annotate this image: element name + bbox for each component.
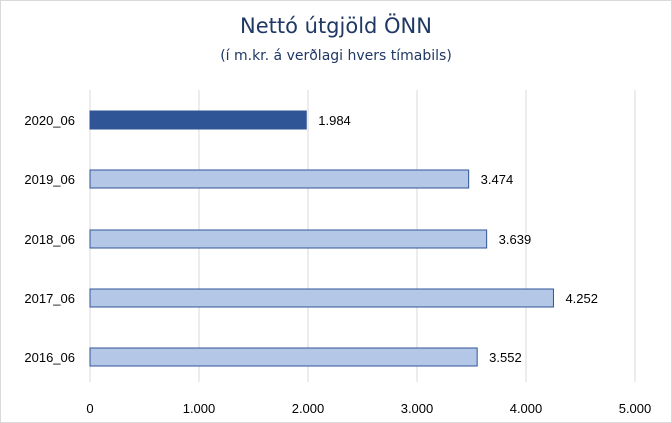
x-tick-label: 3.000 [401,401,434,416]
category-label: 2017_06 [24,291,75,306]
data-label: 3.639 [499,232,532,247]
category-label: 2019_06 [24,172,75,187]
x-axis-tick-labels: 0 1.000 2.000 3.000 4.000 5.000 [86,401,651,416]
bar-2016_06 [89,347,478,367]
data-label: 4.252 [565,291,598,306]
data-label: 3.552 [489,350,522,365]
x-tick-label: 5.000 [619,401,652,416]
data-label: 3.474 [481,172,514,187]
bar-2017_06 [89,288,554,308]
bar-2019_06 [89,169,470,189]
bar-2018_06 [89,229,488,249]
value-labels: 1.984 3.474 3.639 4.252 3.552 [318,113,598,365]
x-tick-label: 1.000 [183,401,216,416]
bar-2020_06 [89,110,307,130]
x-tick-label: 2.000 [292,401,325,416]
category-label: 2016_06 [24,350,75,365]
chart-subtitle: (í m.kr. á verðlagi hvers tímabils) [220,48,452,64]
data-label: 1.984 [318,113,351,128]
x-tick-label: 4.000 [510,401,543,416]
category-label: 2018_06 [24,232,75,247]
category-label: 2020_06 [24,113,75,128]
bars [89,110,554,367]
category-labels: 2020_06 2019_06 2018_06 2017_06 2016_06 [24,113,75,365]
chart-title: Nettó útgjöld ÖNN [240,14,432,38]
x-tick-label: 0 [86,401,93,416]
